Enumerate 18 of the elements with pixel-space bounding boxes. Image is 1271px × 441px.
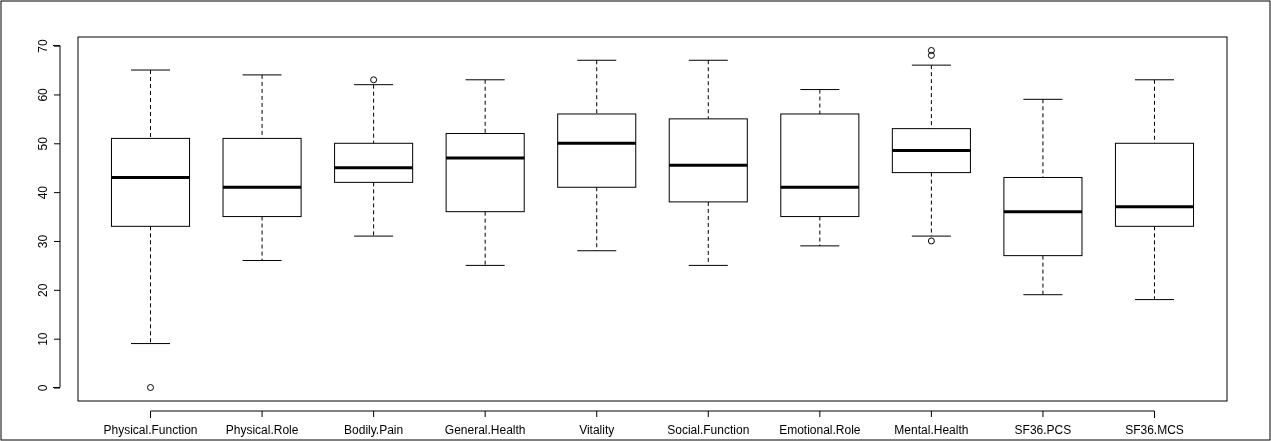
x-tick-label: SF36.MCS xyxy=(1125,422,1184,437)
y-tick-label: 50 xyxy=(36,136,50,151)
x-tick-label: Vitality xyxy=(579,422,615,437)
y-tick-label: 60 xyxy=(36,87,50,102)
x-tick-label: Social.Function xyxy=(667,422,750,437)
y-tick-label: 10 xyxy=(36,332,50,346)
y-tick-label: 40 xyxy=(36,185,50,200)
y-tick-label: 20 xyxy=(36,283,50,298)
x-tick-label: SF36.PCS xyxy=(1014,422,1072,437)
x-tick-label: Bodily.Pain xyxy=(344,422,404,437)
x-tick-label: General.Health xyxy=(444,422,526,437)
y-tick-label: 0 xyxy=(36,384,50,392)
x-tick-label: Emotional.Role xyxy=(779,422,861,437)
y-tick-label: 70 xyxy=(36,39,50,53)
x-tick-label: Physical.Function xyxy=(103,422,198,437)
x-tick-label: Physical.Role xyxy=(225,422,299,437)
x-tick-label: Mental.Health xyxy=(894,422,969,437)
y-tick-label: 30 xyxy=(36,234,50,249)
